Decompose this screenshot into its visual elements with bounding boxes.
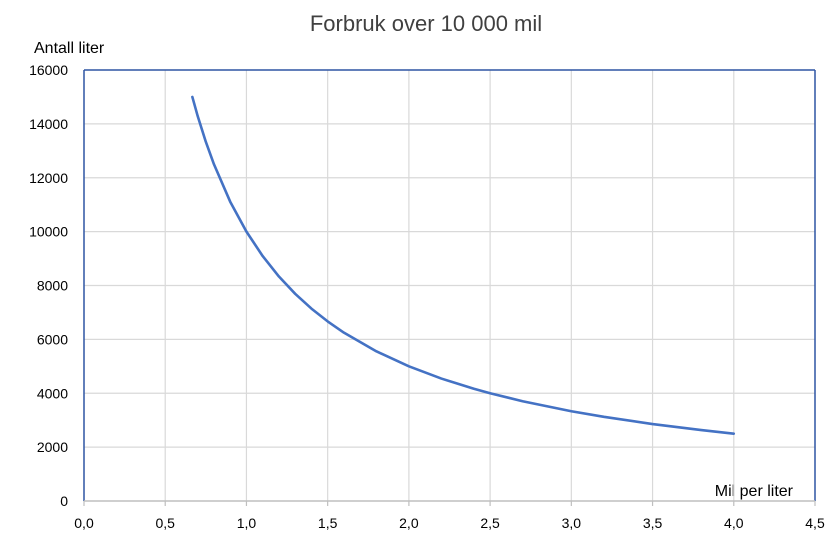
x-tick-label: 3,5	[643, 515, 663, 531]
y-tick-label: 14000	[29, 116, 68, 132]
x-tick-label: 1,0	[237, 515, 257, 531]
x-tick-label: 2,0	[399, 515, 419, 531]
x-tick-label: 0,0	[74, 515, 94, 531]
y-tick-label: 4000	[37, 385, 68, 401]
y-tick-label: 16000	[29, 62, 68, 78]
x-tick-label: 4,5	[805, 515, 825, 531]
y-tick-label: 2000	[37, 439, 68, 455]
chart-title: Forbruk over 10 000 mil	[310, 11, 542, 36]
x-tick-label: 1,5	[318, 515, 338, 531]
x-tick-label: 2,5	[480, 515, 500, 531]
x-axis-title: Mil per liter	[715, 483, 794, 500]
x-tick-label: 3,0	[562, 515, 582, 531]
y-tick-label: 8000	[37, 278, 68, 294]
y-axis-title: Antall liter	[34, 40, 105, 57]
y-tick-label: 12000	[29, 170, 68, 186]
gridlines	[83, 69, 816, 502]
tick-labels: 0,0 0,5 1,0 1,5 2,0 2,5 3,0 3,5 4,0 4,5 0 2000 4000 6…	[29, 62, 825, 531]
plot-area	[191, 95, 736, 435]
y-tick-label: 0	[60, 493, 68, 509]
y-tick-label: 10000	[29, 224, 68, 240]
y-tick-label: 6000	[37, 331, 68, 347]
x-tick-label: 4,0	[724, 515, 744, 531]
series-line	[191, 95, 736, 435]
x-tick-label: 0,5	[155, 515, 175, 531]
